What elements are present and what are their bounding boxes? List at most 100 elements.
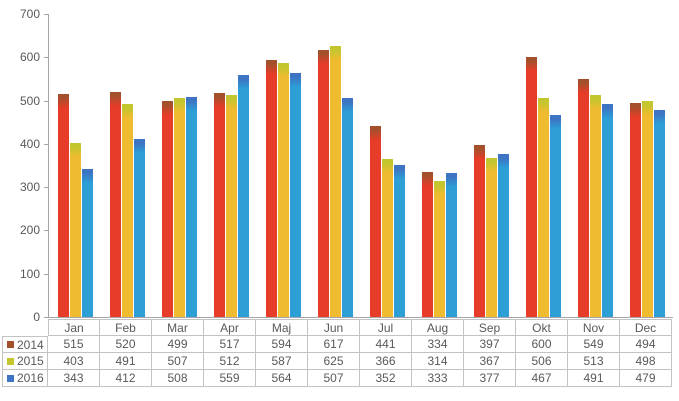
table-header-dec: Dec <box>620 319 672 336</box>
bar-2015-mar <box>173 98 185 317</box>
table-value-2015-okt: 506 <box>516 353 568 370</box>
table-value-2014-nov: 549 <box>568 336 620 353</box>
bar-2015-jul <box>381 159 393 317</box>
table-value-2014-jul: 441 <box>360 336 412 353</box>
bar-group-aug <box>413 14 465 317</box>
table-header-aug: Aug <box>412 319 464 336</box>
bar-2014-nov <box>577 79 589 317</box>
legend-swatch-2015 <box>7 357 14 365</box>
table-header-okt: Okt <box>516 319 568 336</box>
bar-2014-feb <box>109 92 121 317</box>
y-axis-tick <box>44 187 48 189</box>
bar-2014-aug <box>421 172 433 317</box>
table-value-2016-jun: 507 <box>308 370 360 387</box>
bar-2014-apr <box>213 93 225 317</box>
table-value-2016-okt: 467 <box>516 370 568 387</box>
table-value-2014-maj: 594 <box>256 336 308 353</box>
legend-swatch-2016 <box>7 374 14 382</box>
bar-2014-dec <box>629 103 641 317</box>
bar-2016-sep <box>497 154 509 317</box>
bar-group-sep <box>465 14 517 317</box>
y-axis-tick <box>44 57 48 59</box>
bar-2015-jun <box>329 46 341 317</box>
table-value-2014-sep: 397 <box>464 336 516 353</box>
table-value-2015-apr: 512 <box>204 353 256 370</box>
table-header-maj: Maj <box>256 319 308 336</box>
bar-2014-jan <box>57 94 69 317</box>
bar-2014-jun <box>317 50 329 317</box>
table-header-jul: Jul <box>360 319 412 336</box>
y-axis-tick <box>44 230 48 232</box>
table-header-jan: Jan <box>48 319 100 336</box>
table-value-2015-feb: 491 <box>100 353 152 370</box>
bar-2016-dec <box>653 110 665 317</box>
table-value-2015-sep: 367 <box>464 353 516 370</box>
table-header-jun: Jun <box>308 319 360 336</box>
bar-2016-mar <box>185 97 197 317</box>
table-value-2014-jun: 617 <box>308 336 360 353</box>
bar-2015-nov <box>589 95 601 317</box>
bar-group-jul <box>361 14 413 317</box>
bar-group-okt <box>517 14 569 317</box>
bar-2015-dec <box>641 101 653 317</box>
bar-2015-okt <box>537 98 549 317</box>
table-value-2016-maj: 564 <box>256 370 308 387</box>
bar-group-mar <box>153 14 205 317</box>
table-value-2015-mar: 507 <box>152 353 204 370</box>
bar-group-feb <box>101 14 153 317</box>
bar-2016-jan <box>81 169 93 317</box>
table-value-2014-feb: 520 <box>100 336 152 353</box>
table-value-2016-feb: 412 <box>100 370 152 387</box>
bar-2016-jun <box>341 98 353 317</box>
table-value-2016-nov: 491 <box>568 370 620 387</box>
bar-group-apr <box>205 14 257 317</box>
bar-2016-okt <box>549 115 561 317</box>
bar-2014-sep <box>473 145 485 317</box>
legend-label-2014: 2014 <box>17 337 44 352</box>
legend-cell-2016: 2016 <box>2 370 48 387</box>
y-axis-tick <box>44 143 48 145</box>
bar-2016-maj <box>289 73 301 317</box>
table-value-2016-dec: 479 <box>620 370 672 387</box>
bar-group-jan <box>49 14 101 317</box>
table-value-2015-jan: 403 <box>48 353 100 370</box>
table-value-2015-maj: 587 <box>256 353 308 370</box>
y-axis-tick <box>44 100 48 102</box>
data-table: Jan Feb Mar Apr Maj Jun Jul Aug Sep Okt Nov Dec 2014… <box>2 319 672 387</box>
table-value-2014-okt: 600 <box>516 336 568 353</box>
bar-2016-aug <box>445 173 457 317</box>
table-value-2016-jan: 343 <box>48 370 100 387</box>
bar-2014-jul <box>369 126 381 317</box>
table-value-2014-aug: 334 <box>412 336 464 353</box>
bar-group-nov <box>569 14 621 317</box>
table-value-2016-jul: 352 <box>360 370 412 387</box>
y-axis-label-200: 200 <box>19 223 40 238</box>
legend-swatch-2014 <box>7 341 14 348</box>
y-axis-label-500: 500 <box>19 93 40 108</box>
y-axis-tick <box>44 317 48 318</box>
table-value-2016-sep: 377 <box>464 370 516 387</box>
bar-2015-jan <box>69 143 81 317</box>
legend-cell-2015: 2015 <box>2 353 48 370</box>
bar-group-dec <box>621 14 673 317</box>
bar-2014-mar <box>161 101 173 317</box>
y-axis-label-700: 700 <box>19 7 40 21</box>
table-value-2015-nov: 513 <box>568 353 620 370</box>
table-header-mar: Mar <box>152 319 204 336</box>
legend-cell-2014: 2014 <box>2 336 48 353</box>
bar-group-maj <box>257 14 309 317</box>
table-value-2014-jan: 515 <box>48 336 100 353</box>
table-value-2016-aug: 333 <box>412 370 464 387</box>
table-value-2015-aug: 314 <box>412 353 464 370</box>
bar-2015-maj <box>277 63 289 317</box>
table-value-2014-mar: 499 <box>152 336 204 353</box>
table-value-2016-mar: 508 <box>152 370 204 387</box>
table-header-feb: Feb <box>100 319 152 336</box>
bar-2015-feb <box>121 104 133 317</box>
bar-2014-maj <box>265 60 277 317</box>
y-axis-label-100: 100 <box>19 266 40 281</box>
table-value-2014-dec: 494 <box>620 336 672 353</box>
table-value-2015-dec: 498 <box>620 353 672 370</box>
y-axis-tick <box>44 273 48 275</box>
bar-2014-okt <box>525 57 537 317</box>
